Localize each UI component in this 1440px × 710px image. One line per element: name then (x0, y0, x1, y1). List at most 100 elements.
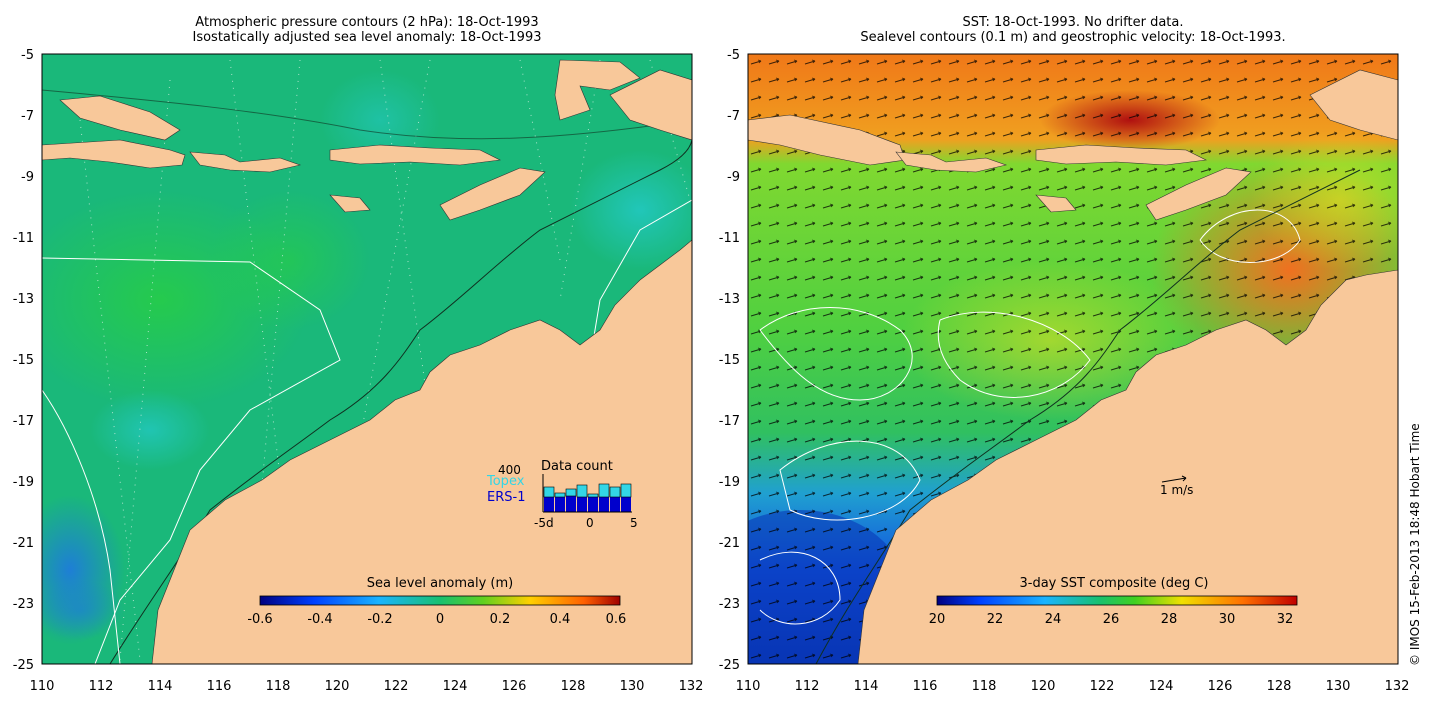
ers1-count-bar (610, 497, 620, 512)
topex-count-bar (576, 484, 588, 498)
sst-colorbar-tick: 26 (1103, 612, 1120, 627)
x-tick-label: 126 (502, 679, 527, 694)
sst-colorbar (936, 595, 1298, 606)
y-tick-label: -13 (719, 292, 740, 307)
land-flores (329, 144, 502, 166)
data-count-x-label: -5d (534, 516, 554, 530)
land-australia (857, 269, 1398, 664)
topex-count-bar (598, 483, 610, 498)
sla-colorbar-label: Sea level anomaly (m) (367, 576, 513, 591)
left-title-line1: Atmospheric pressure contours (2 hPa): 1… (195, 15, 539, 30)
y-tick-label: -7 (21, 109, 34, 124)
sla-cyan-region (90, 390, 210, 470)
right-y-axis: -5 -7 -9 -11 -13 -15 -17 -19 -21 -23 -25 (719, 48, 740, 673)
sla-low-region (42, 580, 125, 640)
sla-colorbar-tick: -0.2 (367, 612, 392, 627)
x-tick-label: 120 (325, 679, 350, 694)
sea-level-contour (759, 551, 841, 625)
sla-colorbar-tick: 0.2 (490, 612, 511, 627)
topex-count-bar (554, 492, 566, 498)
sst-map[interactable]: 1 m/s 110 112 114 116 118 120 122 124 12… (706, 0, 1440, 710)
x-tick-label: 128 (561, 679, 586, 694)
y-tick-label: -5 (727, 48, 740, 63)
x-tick-label: 122 (384, 679, 409, 694)
sst-colorbar-tick: 24 (1045, 612, 1062, 627)
x-tick-label: 122 (1090, 679, 1115, 694)
right-x-axis: 110 112 114 116 118 120 122 124 126 128 … (736, 679, 1410, 694)
y-tick-label: -19 (719, 475, 740, 490)
y-tick-label: -19 (13, 475, 34, 490)
x-tick-label: 114 (148, 679, 173, 694)
ers1-count-bar (566, 496, 576, 512)
right-title-line2: Sealevel contours (0.1 m) and geostrophi… (860, 30, 1286, 45)
land-australia (151, 239, 692, 664)
velocity-scale-arrow (1161, 477, 1187, 483)
sst-colorbar-tick: 22 (987, 612, 1004, 627)
x-tick-label: 124 (1149, 679, 1174, 694)
left-title: Atmospheric pressure contours (2 hPa): 1… (42, 15, 692, 45)
x-tick-label: 110 (30, 679, 55, 694)
right-title: SST: 18-Oct-1993. No drifter data. Seale… (748, 15, 1398, 45)
land-bali-lombok (189, 151, 302, 173)
sst-colorbar-label: 3-day SST composite (deg C) (1019, 576, 1208, 591)
y-tick-label: -11 (13, 231, 34, 246)
y-tick-label: -21 (719, 536, 740, 551)
x-tick-label: 128 (1267, 679, 1292, 694)
y-tick-label: -9 (727, 170, 740, 185)
pressure-contour (42, 257, 341, 664)
ers1-count-bar (544, 497, 554, 512)
x-tick-label: 130 (1326, 679, 1351, 694)
x-tick-label: 112 (89, 679, 114, 694)
left-title-line2: Isostatically adjusted sea level anomaly… (192, 30, 542, 45)
velocity-scale-label: 1 m/s (1160, 483, 1193, 497)
ers1-count-bar (577, 497, 587, 512)
x-tick-label: 110 (736, 679, 761, 694)
y-tick-label: -9 (21, 170, 34, 185)
sla-cyan-region (320, 70, 440, 170)
y-tick-label: -23 (13, 597, 34, 612)
land-flores (1035, 144, 1208, 166)
topex-count-bar (543, 486, 555, 498)
sst-colorbar-tick: 30 (1219, 612, 1236, 627)
sla-colorbar (259, 595, 621, 606)
land-islands-east (609, 69, 692, 141)
sea-level-anomaly-map[interactable]: 110 112 114 116 118 120 122 124 126 128 … (0, 0, 720, 710)
sla-colorbar-tick: 0.4 (550, 612, 571, 627)
x-tick-label: 132 (1385, 679, 1410, 694)
land-java (42, 139, 186, 169)
y-tick-label: -15 (719, 353, 740, 368)
x-tick-label: 118 (266, 679, 291, 694)
ers1-count-bar (599, 497, 609, 512)
sst-colorbar-tick: 32 (1277, 612, 1294, 627)
sea-level-contour (759, 307, 913, 401)
topex-count-bar (609, 486, 621, 498)
x-tick-label: 114 (854, 679, 879, 694)
land-timor (1145, 167, 1252, 221)
data-count-inset: Data count 400 Topex ERS-1 -5d 0 5 (486, 459, 638, 530)
x-tick-label: 126 (1208, 679, 1233, 694)
y-tick-label: -25 (13, 658, 34, 673)
y-tick-label: -17 (719, 414, 740, 429)
y-tick-label: -23 (719, 597, 740, 612)
y-tick-label: -17 (13, 414, 34, 429)
y-tick-label: -13 (13, 292, 34, 307)
x-tick-label: 120 (1031, 679, 1056, 694)
data-count-x-label: 0 (586, 516, 594, 530)
land-sumba (1035, 194, 1077, 213)
land-sulawesi (554, 59, 641, 121)
y-tick-label: -21 (13, 536, 34, 551)
x-tick-label: 116 (207, 679, 232, 694)
sst-colorbar-tick: 20 (929, 612, 946, 627)
land-bali-lombok (895, 151, 1008, 173)
imos-credit: © IMOS 15-Feb-2013 18:48 Hobart Time (1408, 423, 1422, 666)
sla-cyan-region (570, 150, 692, 270)
data-count-x-label: 5 (630, 516, 638, 530)
ers1-count-bar (588, 497, 598, 512)
topex-count-bar (587, 493, 599, 498)
topex-count-bar (620, 483, 632, 498)
x-tick-label: 124 (443, 679, 468, 694)
topex-count-bar (565, 488, 577, 497)
y-tick-label: -7 (727, 109, 740, 124)
left-x-axis: 110 112 114 116 118 120 122 124 126 128 … (30, 679, 704, 694)
data-count-ers1-label: ERS-1 (487, 490, 525, 505)
